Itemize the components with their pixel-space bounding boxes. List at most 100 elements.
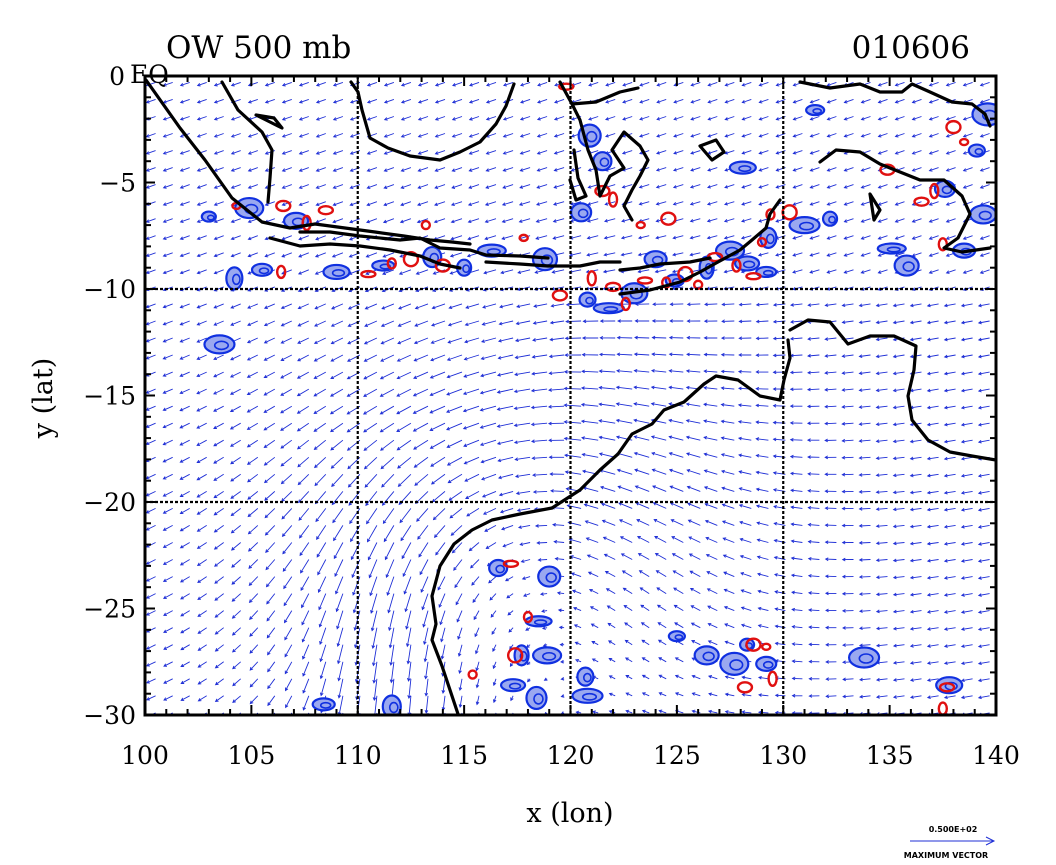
reference-vector-label: MAXIMUM VECTOR: [904, 851, 988, 860]
x-tick-labels: 100 105 110 115 120 125 130 135 140: [121, 741, 1020, 770]
negative-region-inner: [581, 692, 598, 701]
negative-region-inner: [762, 269, 774, 277]
negative-region: [322, 263, 351, 281]
negative-region: [381, 694, 402, 715]
coast-flores: [618, 256, 712, 272]
positive-contour: [929, 182, 940, 200]
x-tick-label: 125: [653, 741, 701, 770]
y-tick-label: 0: [109, 62, 125, 91]
positive-contour: [692, 279, 704, 290]
coast-java-south: [268, 236, 462, 270]
positive-contour: [607, 191, 619, 208]
negative-region: [893, 254, 920, 277]
positive-ow-contours: [231, 82, 970, 715]
positive-contour: [506, 647, 524, 664]
coast-bali-lombok: [484, 260, 622, 268]
x-tick-label: 140: [972, 741, 1020, 770]
coast-australia-west: [430, 506, 554, 715]
negative-region: [693, 645, 720, 666]
positive-contour: [558, 82, 575, 91]
positive-contour: [522, 610, 534, 624]
x-tick-label: 115: [440, 741, 488, 770]
coast-sumatra-island: [254, 113, 284, 130]
negative-region: [571, 687, 604, 704]
chart-title: OW 500 mb: [166, 30, 351, 66]
negative-region-inner: [762, 660, 774, 669]
negative-region-inner: [798, 221, 815, 231]
coast-australia-north: [788, 318, 996, 462]
negative-region-inner: [545, 572, 557, 583]
y-axis-label: y (lat): [28, 358, 59, 440]
negative-region-inner: [533, 619, 548, 626]
reference-vector-value: 0.500E+02: [929, 825, 978, 834]
y-tick-labels: 0 EQ −5 −10 −15 −20 −25 −30: [83, 60, 169, 730]
negative-region: [847, 646, 881, 669]
positive-contour: [594, 184, 611, 198]
negative-region-inner: [603, 306, 619, 313]
coast-sulawesi: [570, 102, 650, 222]
coast-malaya: [220, 80, 274, 204]
positive-contour: [765, 208, 776, 221]
negative-region-inner: [331, 269, 346, 277]
positive-contour: [913, 196, 930, 207]
positive-contour: [635, 220, 646, 230]
y-tick-label: −10: [83, 275, 136, 304]
negative-region: [969, 204, 996, 225]
negative-region-inner: [941, 185, 953, 195]
negative-region-inner: [533, 693, 544, 705]
negative-region: [719, 651, 750, 676]
coast-borneo-west: [349, 80, 516, 162]
negative-region-inner: [886, 246, 901, 253]
chart-date: 010606: [852, 30, 970, 66]
negative-region-inner: [858, 653, 874, 664]
x-tick-label: 120: [547, 741, 595, 770]
positive-contour: [745, 272, 762, 281]
negative-region-inner: [585, 296, 594, 305]
positive-contour: [660, 211, 677, 226]
negative-region-inner: [213, 340, 230, 351]
negative-region-inner: [379, 263, 392, 270]
positive-contour: [275, 264, 287, 280]
positive-contour: [360, 269, 377, 279]
negative-region-inner: [599, 157, 610, 168]
x-tick-label: 130: [759, 741, 807, 770]
negative-region-inner: [981, 109, 996, 122]
positive-contour: [620, 296, 632, 312]
coast-timor: [618, 198, 782, 296]
negative-region-inner: [582, 672, 592, 683]
positive-contour: [781, 204, 798, 221]
positive-contour: [586, 270, 597, 287]
coast-australia-nw: [550, 338, 792, 510]
negative-region-inner: [508, 682, 522, 690]
x-tick-label: 105: [228, 741, 276, 770]
positive-contour: [958, 137, 970, 147]
negative-region-inner: [388, 701, 399, 714]
reference-vector: 0.500E+02 MAXIMUM VECTOR: [904, 825, 996, 860]
negative-region-inner: [738, 165, 752, 173]
positive-contour: [731, 258, 742, 273]
positive-contour: [518, 233, 529, 243]
positive-contour: [467, 669, 478, 680]
y-tick-label: −5: [99, 169, 136, 198]
negative-region-inner: [495, 564, 506, 574]
y-tick-label: −15: [83, 382, 136, 411]
coastlines: [145, 78, 996, 715]
positive-contour: [551, 289, 569, 302]
negative-region-inner: [519, 651, 528, 662]
positive-contour: [402, 250, 420, 268]
y-tick-label-suffix: EQ: [130, 60, 169, 89]
coast-new-guinea-s: [818, 148, 992, 254]
negative-region-inner: [674, 634, 684, 641]
positive-contour: [636, 276, 654, 285]
plot-area: [145, 78, 996, 715]
negative-region-inner: [702, 651, 715, 662]
positive-contour: [502, 559, 520, 568]
positive-contour: [767, 670, 778, 687]
positive-contour: [736, 681, 754, 694]
negative-region-inner: [828, 215, 837, 224]
positive-contour: [386, 257, 397, 270]
negative-region-inner: [812, 108, 823, 115]
positive-contour: [317, 204, 335, 216]
coast-aru: [868, 192, 882, 222]
